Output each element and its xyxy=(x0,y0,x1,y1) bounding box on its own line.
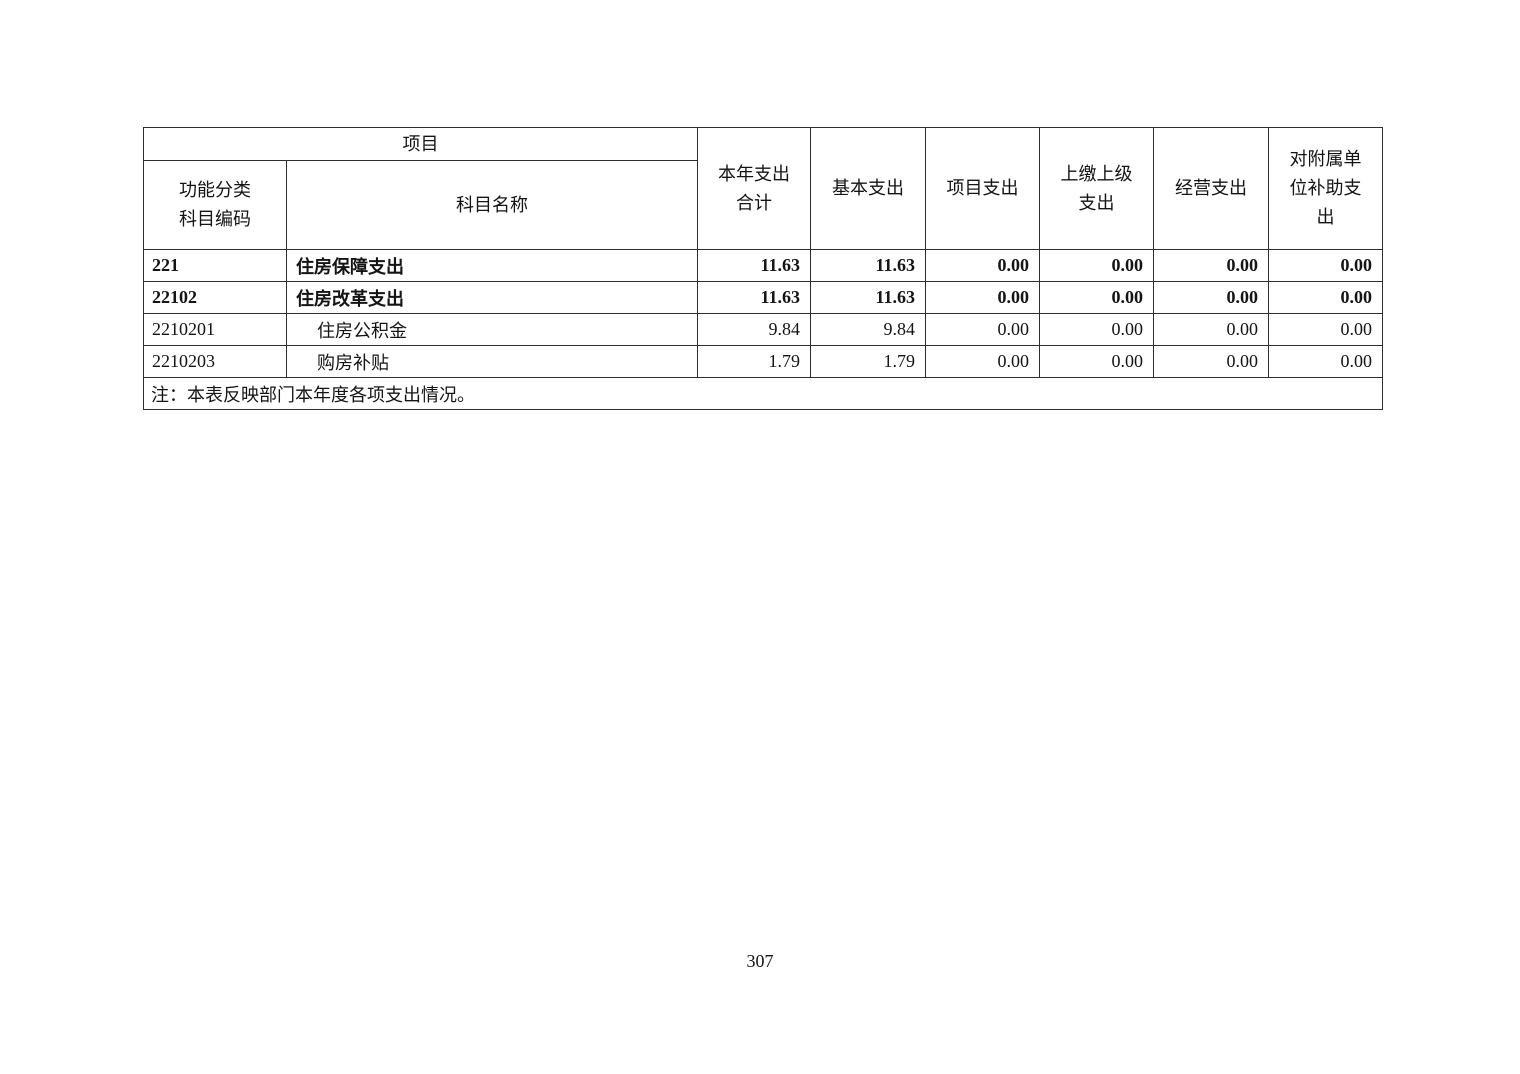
row-value: 0.00 xyxy=(1153,249,1269,282)
page-number: 307 xyxy=(746,951,774,971)
row-code: 2210201 xyxy=(143,313,287,346)
table-row: 2210201 住房公积金 9.84 9.84 0.00 0.00 0.00 0… xyxy=(143,313,1383,346)
row-value: 0.00 xyxy=(1153,281,1269,314)
row-value: 0.00 xyxy=(1153,345,1269,378)
header-basic-expenditure: 基本支出 xyxy=(810,127,926,250)
row-value: 0.00 xyxy=(925,281,1040,314)
header-total-expenditure: 本年支出 合计 xyxy=(697,127,811,250)
row-value: 11.63 xyxy=(810,281,926,314)
header-project-expenditure: 项目支出 xyxy=(925,127,1040,250)
table-row: 221 住房保障支出 11.63 11.63 0.00 0.00 0.00 0.… xyxy=(143,249,1383,282)
row-code: 221 xyxy=(143,249,287,282)
row-name: 住房改革支出 xyxy=(286,281,698,314)
row-value: 11.63 xyxy=(697,249,811,282)
row-value: 11.63 xyxy=(697,281,811,314)
row-value: 9.84 xyxy=(810,313,926,346)
row-value: 0.00 xyxy=(1268,345,1383,378)
header-subsidy-expenditure: 对附属单 位补助支 出 xyxy=(1268,127,1383,250)
row-code: 22102 xyxy=(143,281,287,314)
header-row-group: 项目 本年支出 合计 基本支出 项目支出 上缴上级 支出 经营支出 对附属单 位… xyxy=(143,127,1383,250)
header-project-group: 项目 xyxy=(143,127,698,161)
header-row-sub: 功能分类 科目编码 科目名称 xyxy=(143,160,1383,250)
row-value: 11.63 xyxy=(810,249,926,282)
expenditure-table: 项目 本年支出 合计 基本支出 项目支出 上缴上级 支出 经营支出 对附属单 位… xyxy=(143,127,1383,410)
row-name: 购房补贴 xyxy=(286,345,698,378)
header-operating-expenditure: 经营支出 xyxy=(1153,127,1269,250)
row-value: 0.00 xyxy=(925,345,1040,378)
row-value: 0.00 xyxy=(925,249,1040,282)
row-name: 住房保障支出 xyxy=(286,249,698,282)
expenditure-table-container: 项目 本年支出 合计 基本支出 项目支出 上缴上级 支出 经营支出 对附属单 位… xyxy=(143,127,1383,410)
row-name: 住房公积金 xyxy=(286,313,698,346)
row-value: 0.00 xyxy=(1039,249,1154,282)
row-value: 0.00 xyxy=(1268,313,1383,346)
row-value: 0.00 xyxy=(1039,313,1154,346)
row-value: 1.79 xyxy=(810,345,926,378)
table-row: 22102 住房改革支出 11.63 11.63 0.00 0.00 0.00 … xyxy=(143,281,1383,314)
note-row: 注：本表反映部门本年度各项支出情况。 xyxy=(143,377,1383,410)
row-value: 0.00 xyxy=(925,313,1040,346)
row-value: 9.84 xyxy=(697,313,811,346)
row-value: 1.79 xyxy=(697,345,811,378)
table-row: 2210203 购房补贴 1.79 1.79 0.00 0.00 0.00 0.… xyxy=(143,345,1383,378)
header-upper-level-expenditure: 上缴上级 支出 xyxy=(1039,127,1154,250)
row-value: 0.00 xyxy=(1268,249,1383,282)
row-value: 0.00 xyxy=(1268,281,1383,314)
row-value: 0.00 xyxy=(1153,313,1269,346)
header-function-code: 功能分类 科目编码 xyxy=(143,160,287,250)
header-subject-name: 科目名称 xyxy=(286,160,698,250)
row-value: 0.00 xyxy=(1039,281,1154,314)
row-value: 0.00 xyxy=(1039,345,1154,378)
table-note: 注：本表反映部门本年度各项支出情况。 xyxy=(143,377,1383,410)
row-code: 2210203 xyxy=(143,345,287,378)
